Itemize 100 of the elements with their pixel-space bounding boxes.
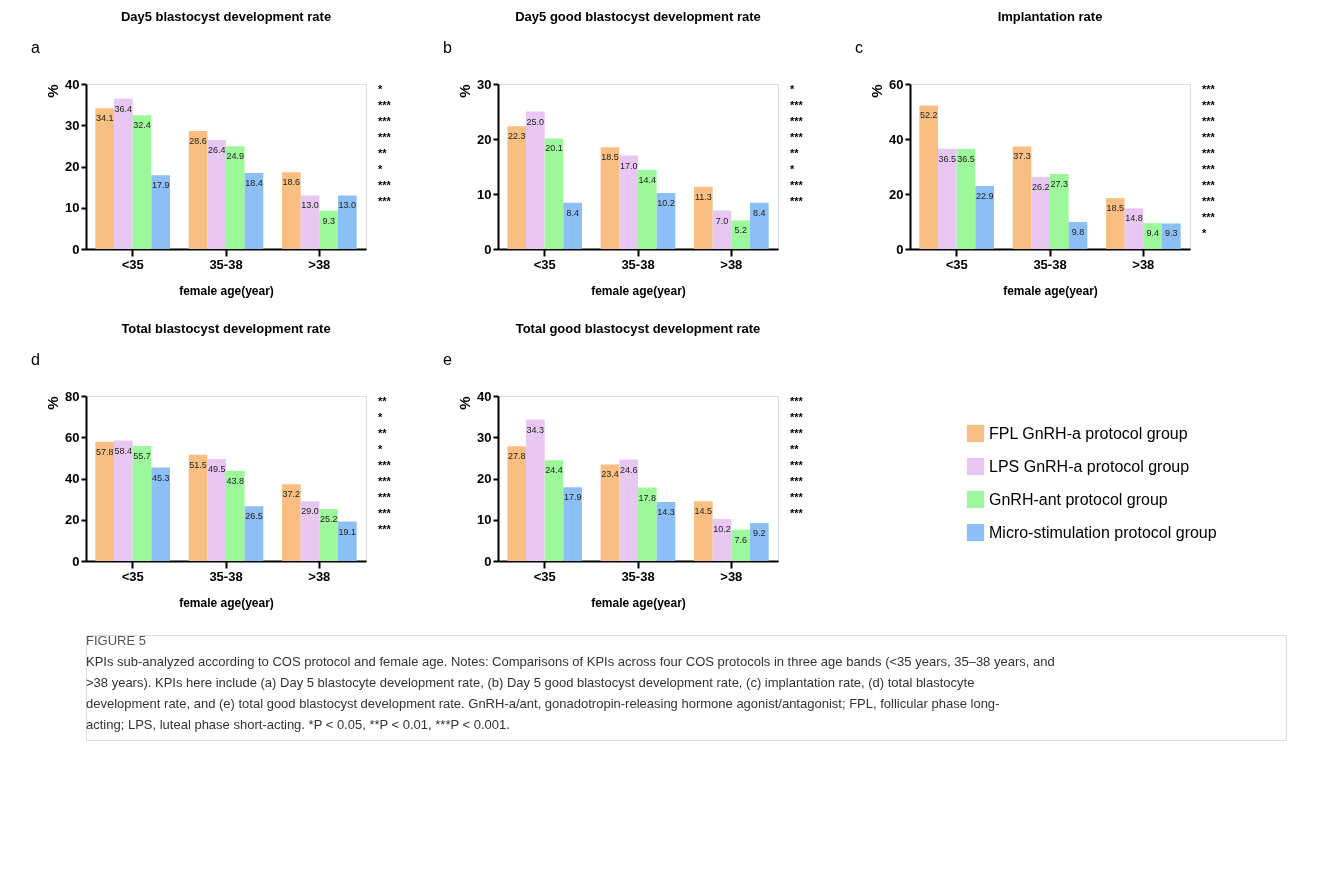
x-tick-label: >38 bbox=[1132, 256, 1155, 272]
x-tick-label: <35 bbox=[121, 256, 144, 272]
y-tick-label: 40 bbox=[65, 76, 80, 92]
caption: FIGURE 5 bbox=[86, 633, 146, 648]
bar bbox=[151, 175, 170, 249]
data-label: 14.5 bbox=[694, 506, 713, 517]
text: *** bbox=[378, 459, 392, 471]
bar bbox=[656, 192, 676, 249]
text: * bbox=[1202, 227, 1207, 239]
data-label: 7.6 bbox=[734, 534, 747, 545]
text: *** bbox=[790, 459, 804, 471]
data-label: 51.5 bbox=[189, 459, 207, 470]
y-axis-title: % bbox=[456, 84, 474, 98]
data-label: 8.4 bbox=[566, 207, 579, 218]
data-label: 13.0 bbox=[338, 200, 357, 211]
data-label: 28.6 bbox=[189, 136, 207, 147]
data-label: 34.3 bbox=[526, 424, 545, 435]
data-label: 26.4 bbox=[207, 145, 226, 156]
bar bbox=[507, 446, 526, 561]
bar bbox=[938, 148, 957, 249]
bar bbox=[750, 202, 769, 249]
legend-label: LPS GnRH-a protocol group bbox=[989, 457, 1190, 475]
bar bbox=[731, 220, 750, 249]
data-label: 27.8 bbox=[507, 451, 526, 462]
y-tick-label: 40 bbox=[65, 471, 80, 486]
y-tick-label: 20 bbox=[889, 186, 904, 202]
x-axis-title: female age(year) bbox=[179, 595, 274, 610]
y-tick-label: 30 bbox=[477, 76, 492, 92]
bar bbox=[1050, 173, 1069, 249]
text: * bbox=[378, 163, 383, 175]
bar bbox=[600, 147, 620, 249]
x-axis-title: female age(year) bbox=[179, 283, 274, 298]
data-label: 29.0 bbox=[301, 506, 319, 517]
data-label: 22.9 bbox=[975, 191, 994, 202]
data-label: 9.8 bbox=[1071, 227, 1085, 238]
data-label: 17.0 bbox=[619, 160, 638, 171]
bar bbox=[1162, 223, 1181, 249]
bar bbox=[507, 126, 526, 249]
bar bbox=[188, 131, 208, 249]
data-label: 23.4 bbox=[601, 469, 619, 480]
text: * bbox=[790, 83, 795, 95]
bar bbox=[563, 487, 582, 561]
y-tick-label: 80 bbox=[65, 388, 80, 404]
text: *** bbox=[790, 507, 804, 519]
chart-title: Day5 blastocyst development rate bbox=[120, 9, 332, 24]
text: *** bbox=[1202, 163, 1216, 175]
bar bbox=[95, 441, 114, 561]
data-label: 17.9 bbox=[563, 492, 582, 503]
data-label: 11.3 bbox=[694, 191, 712, 202]
text: *** bbox=[790, 427, 804, 439]
y-tick-label: 20 bbox=[65, 159, 80, 174]
text: *** bbox=[1202, 147, 1216, 159]
bar bbox=[619, 155, 638, 249]
data-label: 34.1 bbox=[95, 113, 114, 124]
text: b bbox=[443, 39, 452, 56]
bar bbox=[600, 464, 620, 561]
x-tick-label: 35-38 bbox=[209, 568, 243, 584]
data-label: 36.4 bbox=[114, 103, 133, 114]
text: *** bbox=[378, 523, 392, 535]
data-label: 19.1 bbox=[338, 526, 357, 537]
bar bbox=[319, 210, 338, 249]
text: *** bbox=[790, 131, 804, 143]
bar bbox=[656, 502, 676, 561]
bar bbox=[300, 195, 320, 249]
bar bbox=[207, 140, 226, 249]
y-tick-label: 40 bbox=[889, 131, 904, 147]
text: ** bbox=[378, 147, 388, 159]
data-label: 17.8 bbox=[638, 492, 657, 503]
bar bbox=[544, 460, 564, 561]
data-label: 52.2 bbox=[919, 110, 938, 121]
bar bbox=[1106, 198, 1125, 249]
y-tick-label: 10 bbox=[477, 512, 492, 528]
text: *** bbox=[790, 395, 804, 407]
data-label: 7.0 bbox=[715, 215, 729, 226]
bar bbox=[114, 98, 133, 249]
chart-title: Total good blastocyst development rate bbox=[515, 321, 761, 336]
bar bbox=[132, 115, 152, 249]
y-tick-label: 10 bbox=[477, 186, 492, 202]
data-label: 5.2 bbox=[734, 225, 747, 236]
bar bbox=[300, 501, 320, 561]
y-tick-label: 30 bbox=[65, 117, 80, 133]
bar bbox=[526, 111, 545, 249]
data-label: 24.9 bbox=[226, 151, 245, 162]
data-label: 17.9 bbox=[151, 180, 170, 191]
bar bbox=[244, 506, 264, 561]
x-tick-label: 35-38 bbox=[209, 256, 243, 272]
data-label: 18.5 bbox=[1106, 203, 1125, 214]
text: ** bbox=[790, 147, 800, 159]
data-label: 18.6 bbox=[282, 177, 301, 188]
bar bbox=[975, 186, 994, 249]
text: * bbox=[790, 163, 795, 175]
data-label: 36.5 bbox=[957, 153, 975, 164]
data-label: 25.2 bbox=[319, 514, 338, 525]
data-label: 37.3 bbox=[1013, 151, 1031, 162]
bar bbox=[282, 172, 301, 249]
text: *** bbox=[1202, 115, 1216, 127]
text: *** bbox=[1202, 99, 1216, 111]
data-label: 14.3 bbox=[657, 507, 675, 518]
bar bbox=[226, 146, 245, 249]
data-label: 37.2 bbox=[282, 489, 301, 500]
